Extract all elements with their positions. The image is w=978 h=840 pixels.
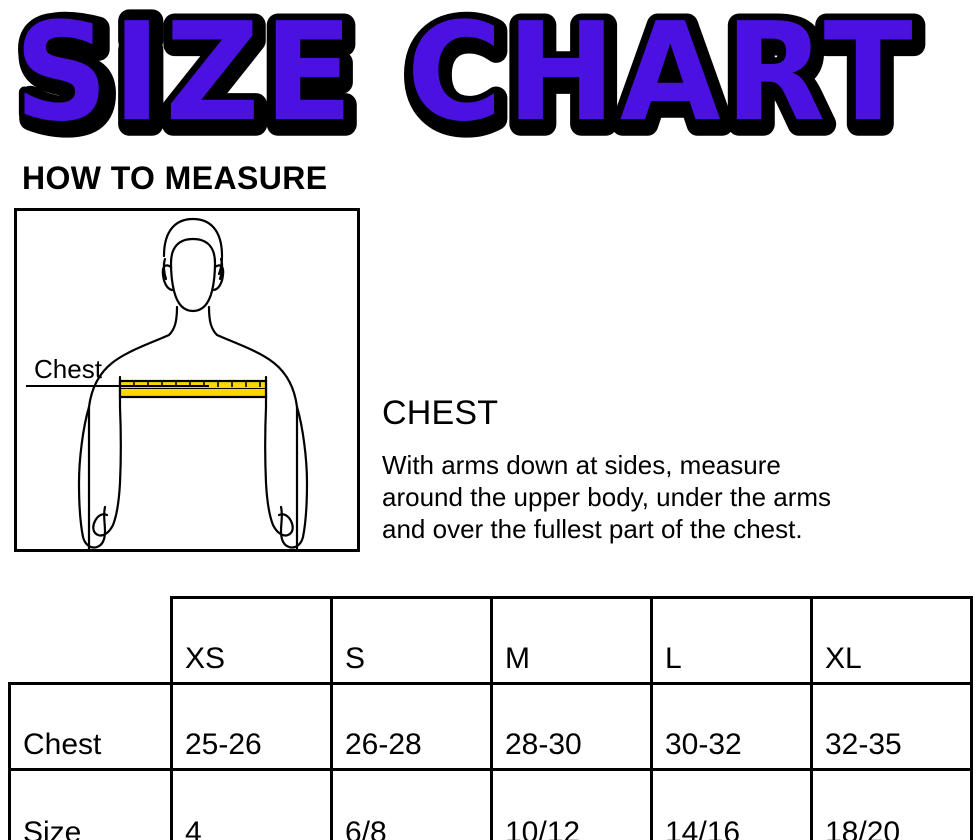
table-cell-chest-xs: 25-26 (170, 682, 333, 771)
measurement-illustration-box (14, 208, 360, 552)
table-header-l: L (650, 596, 813, 685)
page-title-shadow: SiZE CHART (20, 0, 919, 144)
table-cell-size-l: 14/16 (650, 768, 813, 840)
table-cell-chest-l: 30-32 (650, 682, 813, 771)
table-row: Size 4 6/8 10/12 14/16 18/20 (8, 768, 973, 840)
table-cell-size-xl: 18/20 (810, 768, 973, 840)
table-row-label-size: Size (8, 768, 173, 840)
table-header-xs: XS (170, 596, 333, 685)
table-row: Chest 25-26 26-28 28-30 30-32 32-35 (8, 682, 973, 771)
page-title: .ttl { font-family: "DejaVu Sans", sans-… (0, 0, 978, 144)
chest-description-line-2: around the upper body, under the arms (382, 482, 832, 512)
table-header-s: S (330, 596, 493, 685)
chest-description-line-1: With arms down at sides, measure (382, 450, 781, 480)
table-cell-size-s: 6/8 (330, 768, 493, 840)
table-cell-size-m: 10/12 (490, 768, 653, 840)
page-title-text: SIZE CHART (14, 0, 916, 144)
table-header-row: XS S M L XL (10, 596, 973, 685)
tape-measure-icon (118, 379, 268, 399)
male-torso-figure-icon (77, 217, 309, 549)
chest-description-line-3: and over the fullest part of the chest. (382, 514, 803, 544)
table-header-xl: XL (810, 596, 973, 685)
chest-description-block: CHEST With arms down at sides, measure a… (382, 393, 972, 545)
how-to-measure-heading: HOW TO MEASURE (22, 160, 328, 196)
table-corner-blank (10, 598, 172, 684)
chest-description-heading: CHEST (382, 394, 499, 432)
table-row-label-chest: Chest (8, 682, 173, 771)
table-header-m: M (490, 596, 653, 685)
table-cell-chest-m: 28-30 (490, 682, 653, 771)
table-cell-chest-xl: 32-35 (810, 682, 973, 771)
chest-description-body: With arms down at sides, measure around … (382, 449, 972, 545)
table-cell-size-xs: 4 (170, 768, 333, 840)
size-table: XS S M L XL Chest 25-26 26-28 28-30 30-3… (8, 596, 973, 840)
table-cell-chest-s: 26-28 (330, 682, 493, 771)
